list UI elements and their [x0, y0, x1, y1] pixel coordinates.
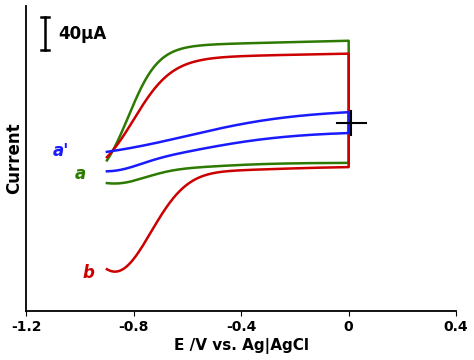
Text: a: a: [75, 165, 86, 183]
X-axis label: E /V vs. Ag|AgCl: E /V vs. Ag|AgCl: [174, 338, 309, 355]
Text: 40μA: 40μA: [59, 25, 107, 43]
Y-axis label: Current: Current: [6, 122, 24, 194]
Text: a': a': [53, 142, 70, 160]
Text: b: b: [83, 264, 95, 282]
